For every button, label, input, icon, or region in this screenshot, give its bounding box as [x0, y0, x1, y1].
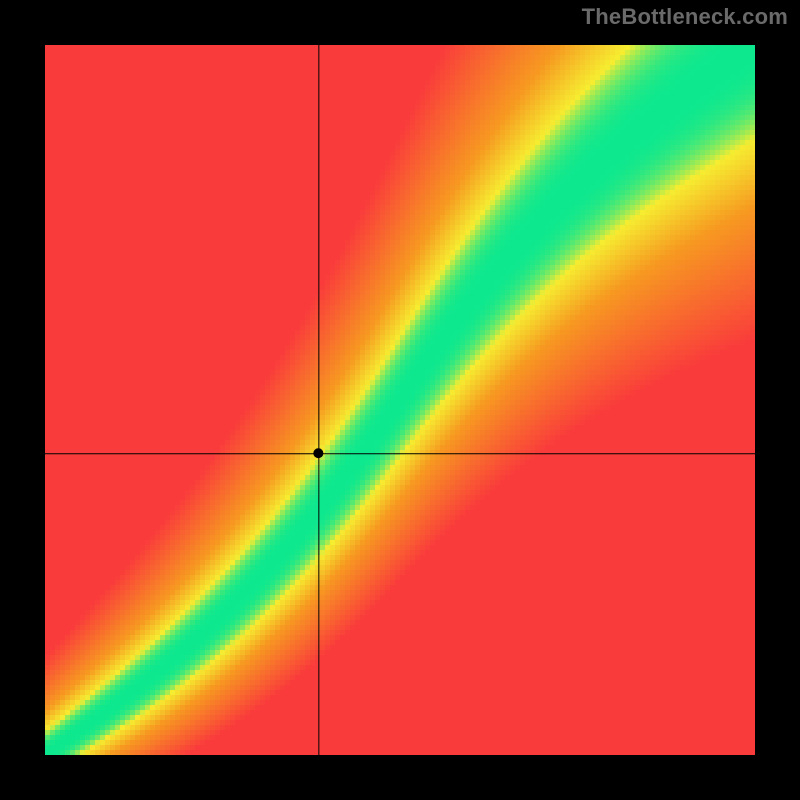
watermark-text: TheBottleneck.com [582, 4, 788, 30]
stage: TheBottleneck.com [0, 0, 800, 800]
crosshair-overlay [45, 45, 755, 755]
